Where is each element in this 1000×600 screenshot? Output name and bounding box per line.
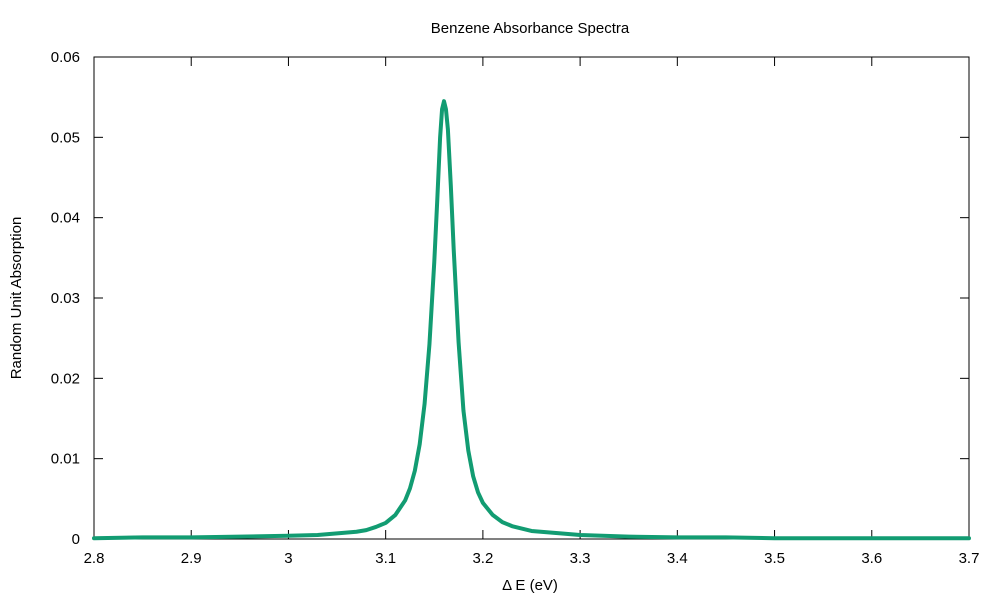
- x-axis-label: Δ E (eV): [502, 577, 558, 594]
- chart-title: Benzene Absorbance Spectra: [431, 20, 630, 37]
- x-tick-label: 3: [284, 550, 292, 567]
- x-tick-label: 2.8: [84, 550, 105, 567]
- y-tick-label: 0.01: [51, 451, 80, 468]
- x-tick-label: 3.7: [959, 550, 980, 567]
- y-axis-ticks: 0 0.01 0.02 0.03 0.04 0.05 0.06: [51, 49, 969, 548]
- x-tick-label: 3.2: [472, 550, 493, 567]
- x-tick-label: 3.4: [667, 550, 688, 567]
- y-tick-label: 0.04: [51, 210, 80, 227]
- y-tick-label: 0.06: [51, 49, 80, 66]
- y-tick-label: 0.02: [51, 370, 80, 387]
- y-axis-label: Random Unit Absorption: [8, 217, 25, 380]
- x-tick-label: 2.9: [181, 550, 202, 567]
- series-line: [92, 99, 971, 541]
- y-tick-label: 0.03: [51, 290, 80, 307]
- x-tick-label: 3.3: [570, 550, 591, 567]
- y-tick-label: 0.05: [51, 129, 80, 146]
- plot-area-border: [93, 56, 970, 540]
- x-tick-label: 3.5: [764, 550, 785, 567]
- series-layer: [92, 99, 971, 541]
- x-tick-label: 3.1: [375, 550, 396, 567]
- x-axis-ticks: 2.8 2.9 3 3.1 3.2 3.3 3.4 3.5 3.6 3.7: [84, 57, 980, 567]
- y-tick-label: 0: [72, 531, 80, 548]
- x-tick-label: 3.6: [861, 550, 882, 567]
